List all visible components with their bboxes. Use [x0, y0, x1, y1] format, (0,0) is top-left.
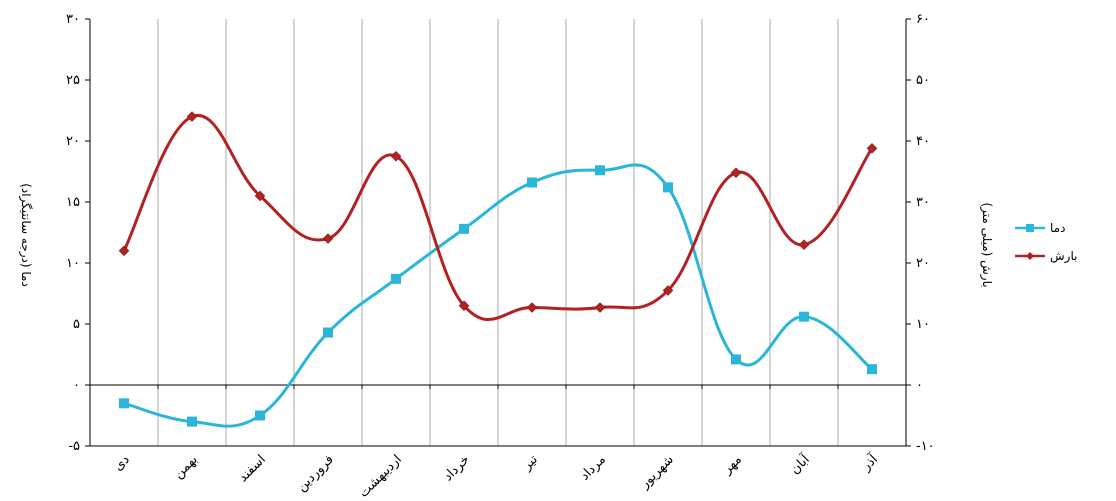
data-point: [255, 410, 265, 421]
category-label: بهمن: [171, 452, 201, 482]
category-label: اردیبهشت: [356, 452, 404, 500]
right-tick-label: ۴۰: [916, 134, 930, 149]
category-label: آذر: [857, 450, 882, 475]
data-point: [119, 398, 129, 409]
series-precipitation: [118, 111, 878, 321]
right-tick-label: -۱۰: [916, 439, 935, 454]
data-point: [527, 177, 537, 188]
data-point: [459, 223, 469, 234]
left-tick-label: ۵: [73, 317, 80, 332]
data-point: [594, 302, 606, 313]
left-tick-label: ۲۰: [66, 134, 80, 149]
data-point: [798, 239, 810, 251]
series: [118, 111, 878, 428]
data-point: [866, 142, 878, 154]
data-point: [799, 311, 809, 322]
category-label: اسفند: [236, 452, 269, 485]
legend-item-precipitation: بارش: [1015, 249, 1077, 264]
category-label: تیر: [519, 452, 541, 474]
series-temperature: [119, 163, 877, 428]
legend: دما بارش: [1015, 221, 1077, 264]
right-tick-label: ۳۰: [916, 195, 930, 210]
data-point: [662, 285, 674, 296]
data-point: [391, 273, 401, 284]
category-label: آبان: [786, 450, 814, 478]
legend-marker-temperature: [1026, 224, 1034, 232]
data-point: [731, 354, 741, 365]
right-tick-label: ۱۰: [916, 317, 930, 332]
left-tick-label: ۰: [73, 378, 80, 393]
category-label: مرداد: [577, 452, 608, 483]
legend-marker-precipitation: [1026, 252, 1034, 260]
data-point: [867, 364, 877, 375]
category-labels: دی بهمن اسفند فروردین اردیبهشت خرداد تیر مرداد ش…: [111, 450, 882, 501]
left-tick-label: ۳۰: [66, 12, 80, 27]
right-axis-ticks: -۱۰ ۰ ۱۰ ۲۰ ۳۰ ۴۰ ۵۰ ۶۰: [906, 12, 935, 454]
data-point: [254, 190, 266, 202]
right-axis-title: بارش (میلی متر): [979, 202, 994, 287]
left-tick-label: ۲۵: [66, 73, 80, 88]
left-axis-ticks: -۵ ۰ ۵ ۱۰ ۱۵ ۲۰ ۲۵ ۳۰: [66, 12, 90, 454]
grid-lines: [157, 19, 839, 446]
data-point: [730, 167, 742, 179]
data-point: [186, 111, 198, 122]
right-tick-label: ۰: [916, 378, 923, 393]
legend-label-precipitation: بارش: [1050, 249, 1077, 264]
data-point: [595, 165, 605, 176]
data-point: [390, 150, 402, 162]
series-line: [122, 113, 874, 321]
category-label: فروردین: [294, 452, 337, 495]
left-tick-label: ۱۰: [66, 256, 80, 271]
category-label: مهر: [719, 452, 745, 478]
right-tick-label: ۲۰: [916, 256, 930, 271]
data-point: [187, 416, 197, 427]
data-point: [458, 300, 470, 312]
legend-label-temperature: دما: [1050, 221, 1065, 235]
right-tick-label: ۵۰: [916, 73, 930, 88]
data-point: [526, 302, 538, 313]
category-label: شهریور: [637, 452, 677, 492]
data-point: [322, 233, 334, 244]
left-axis-title: دما (درجه سانتیگراد): [18, 183, 33, 287]
right-tick-label: ۶۰: [916, 12, 930, 27]
axes: [89, 19, 907, 447]
category-label: دی: [111, 452, 133, 474]
data-point: [663, 182, 673, 193]
category-label: خرداد: [441, 452, 473, 484]
left-tick-label: ۱۵: [66, 195, 80, 210]
left-tick-label: -۵: [68, 439, 80, 454]
legend-item-temperature: دما: [1015, 221, 1065, 235]
data-point: [323, 327, 333, 338]
data-point: [118, 245, 130, 257]
